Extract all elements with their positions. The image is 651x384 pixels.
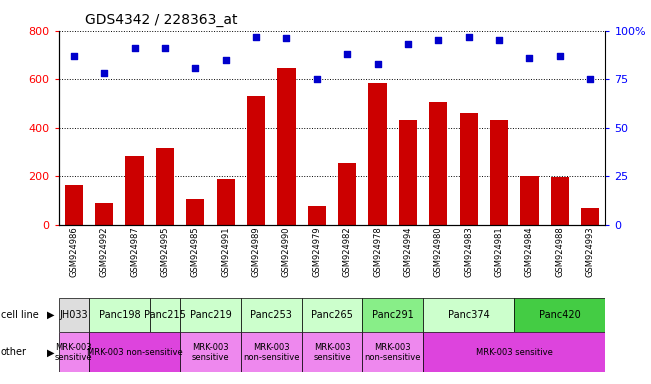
Text: other: other (1, 347, 27, 358)
Text: MRK-003 sensitive: MRK-003 sensitive (476, 348, 553, 357)
Bar (126, 156, 144, 225)
Bar (301, 298, 363, 332)
Bar (520, 176, 538, 225)
Point (251, 33, 261, 40)
Bar (423, 332, 605, 372)
Point (281, 35, 292, 41)
Bar (247, 96, 265, 225)
Point (221, 57, 231, 63)
Text: Panc265: Panc265 (311, 310, 353, 320)
Bar (338, 163, 356, 225)
Point (555, 53, 565, 59)
Bar (308, 207, 326, 225)
Text: Panc198: Panc198 (98, 310, 140, 320)
Text: MRK-003 non-sensitive: MRK-003 non-sensitive (87, 348, 182, 357)
Bar (490, 121, 508, 225)
Text: JH033: JH033 (59, 310, 88, 320)
Point (99, 70, 109, 76)
Text: ▶: ▶ (47, 347, 55, 358)
Bar (180, 332, 241, 372)
Point (524, 55, 534, 61)
Bar (64, 185, 83, 225)
Bar (95, 203, 113, 225)
Bar (301, 332, 363, 372)
Point (159, 45, 170, 51)
Bar (150, 298, 180, 332)
Point (190, 65, 201, 71)
Bar (59, 298, 89, 332)
Bar (429, 102, 447, 225)
Bar (423, 298, 514, 332)
Text: Panc420: Panc420 (539, 310, 581, 320)
Bar (241, 298, 301, 332)
Text: MRK-003
sensitive: MRK-003 sensitive (313, 343, 351, 362)
Text: cell line: cell line (1, 310, 38, 320)
Text: Panc215: Panc215 (144, 310, 186, 320)
Bar (363, 332, 423, 372)
Bar (399, 121, 417, 225)
Point (130, 45, 140, 51)
Bar (156, 148, 174, 225)
Point (464, 33, 474, 40)
Bar (368, 83, 387, 225)
Text: ▶: ▶ (47, 310, 55, 320)
Point (494, 37, 505, 43)
Bar (89, 298, 150, 332)
Bar (59, 332, 89, 372)
Bar (363, 298, 423, 332)
Text: MRK-003
non-sensitive: MRK-003 non-sensitive (365, 343, 421, 362)
Bar (460, 113, 478, 225)
Text: MRK-003
sensitive: MRK-003 sensitive (55, 343, 92, 362)
Text: Panc253: Panc253 (251, 310, 292, 320)
Text: MRK-003
sensitive: MRK-003 sensitive (191, 343, 229, 362)
Text: Panc374: Panc374 (448, 310, 490, 320)
Bar (180, 298, 241, 332)
Bar (514, 298, 605, 332)
Bar (89, 332, 180, 372)
Text: MRK-003
non-sensitive: MRK-003 non-sensitive (243, 343, 299, 362)
Bar (277, 68, 296, 225)
Point (403, 41, 413, 47)
Bar (551, 177, 569, 225)
Text: Panc219: Panc219 (189, 310, 231, 320)
Bar (241, 332, 301, 372)
Point (433, 37, 443, 43)
Text: Panc291: Panc291 (372, 310, 413, 320)
Point (312, 76, 322, 82)
Point (68, 53, 79, 59)
Bar (581, 208, 600, 225)
Bar (217, 179, 235, 225)
Text: GDS4342 / 228363_at: GDS4342 / 228363_at (85, 13, 237, 27)
Point (342, 51, 352, 57)
Bar (186, 199, 204, 225)
Point (372, 61, 383, 67)
Point (585, 76, 596, 82)
